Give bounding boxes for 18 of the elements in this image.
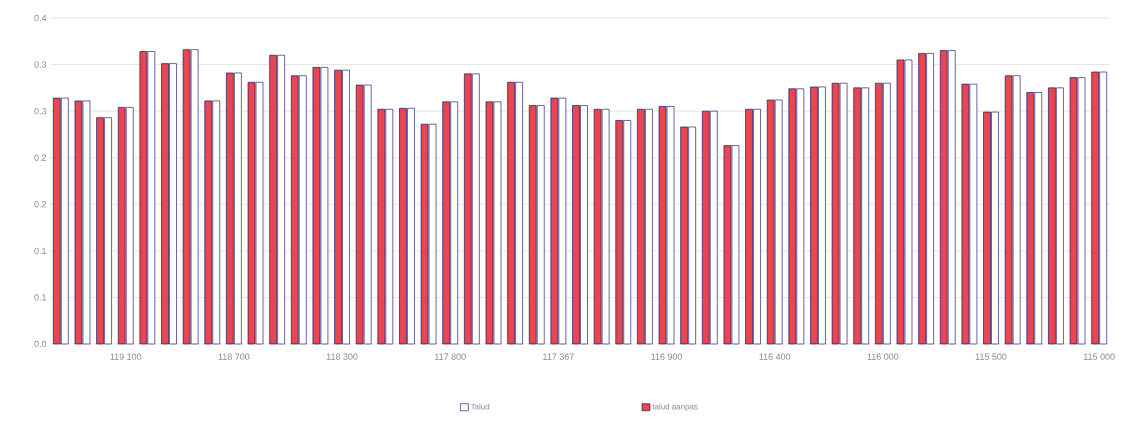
x-tick-label: 116 400 — [759, 353, 791, 360]
x-tick-label: 116 000 — [867, 353, 899, 360]
y-tick-label: 0.1 — [34, 294, 47, 301]
x-tick-label: 117 367 — [543, 353, 574, 360]
y-tick-label: 0.3 — [34, 107, 47, 115]
y-tick-label: 0.3 — [34, 61, 47, 68]
x-tick-label: 115 000 — [1083, 353, 1115, 360]
x-tick-label: 119 100 — [110, 353, 142, 360]
x-tick-label: 116 900 — [651, 353, 683, 360]
x-tick-label: 118 700 — [218, 353, 250, 360]
y-tick-label: 0.4 — [34, 14, 47, 22]
y-tick-label: 0.2 — [34, 154, 47, 161]
y-tick-label: 0.1 — [34, 247, 47, 255]
y-tick-label: 0.0 — [34, 340, 47, 348]
x-tick-label: 117 800 — [435, 353, 466, 360]
x-tick-label: 115 500 — [975, 353, 1007, 360]
x-tick-label: 118 300 — [326, 353, 358, 360]
y-tick-label: 0.2 — [34, 201, 47, 208]
